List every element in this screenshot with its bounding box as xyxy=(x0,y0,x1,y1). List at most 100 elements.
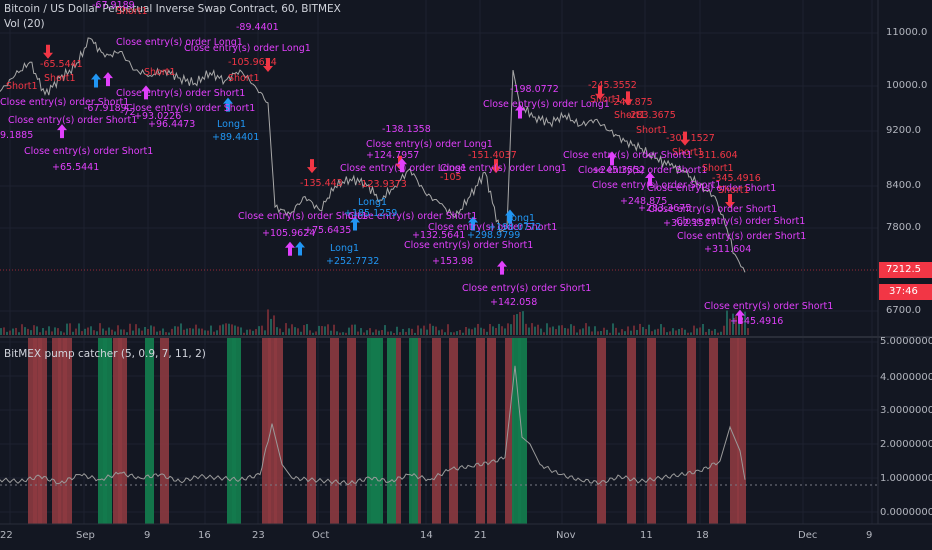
volume-bar xyxy=(258,326,260,335)
volume-bar xyxy=(252,330,254,335)
volume-bar xyxy=(687,332,689,335)
volume-bar xyxy=(306,324,308,335)
time-label: Nov xyxy=(556,530,576,541)
volume-bar xyxy=(702,323,704,335)
volume-bar xyxy=(270,318,272,335)
volume-bar xyxy=(183,329,185,335)
volume-bar xyxy=(591,331,593,335)
volume-bar xyxy=(642,327,644,335)
volume-bar xyxy=(429,323,431,335)
volume-bar xyxy=(330,330,332,335)
time-label: 18 xyxy=(696,530,709,541)
volume-bar xyxy=(588,326,590,335)
trade-annotation: +105.9624 xyxy=(262,228,316,239)
volume-bar xyxy=(495,328,497,335)
volume-bar xyxy=(78,323,80,335)
trade-annotation: Short1 xyxy=(636,125,668,136)
trade-annotation: Short1 xyxy=(590,94,622,105)
red-signal-bar xyxy=(687,337,696,524)
volume-bar xyxy=(552,326,554,335)
volume-bar xyxy=(228,323,230,335)
volume-bar xyxy=(393,332,395,335)
volume-bar xyxy=(312,332,314,335)
volume-bar xyxy=(621,329,623,335)
trade-annotation: +153.98 xyxy=(432,256,474,267)
volume-bar xyxy=(21,324,23,335)
trade-annotation: Close entry(s) order Short1 xyxy=(676,216,806,227)
volume-bar xyxy=(102,328,104,335)
volume-bar xyxy=(150,325,152,335)
red-signal-bar xyxy=(63,337,72,524)
volume-bar xyxy=(462,332,464,335)
volume-bar xyxy=(87,327,89,335)
time-label: 9 xyxy=(144,530,151,541)
volume-bar xyxy=(648,324,650,335)
trade-annotation: +298.9799 xyxy=(467,230,521,241)
volume-bar xyxy=(387,331,389,335)
volume-bar xyxy=(54,327,56,335)
volume-bar xyxy=(471,329,473,335)
volume-bar xyxy=(681,327,683,335)
volume-bar xyxy=(534,326,536,335)
volume-bar xyxy=(612,323,614,335)
green-signal-bar xyxy=(145,337,154,524)
countdown-badge xyxy=(879,284,932,300)
volume-bar xyxy=(39,332,41,335)
trade-annotation: Short1 xyxy=(614,110,646,121)
volume-bar xyxy=(213,331,215,335)
indicator-line xyxy=(0,365,746,486)
volume-bar xyxy=(657,328,659,335)
volume-bar xyxy=(261,325,263,335)
time-label: Dec xyxy=(798,530,818,541)
volume-bar xyxy=(372,332,374,335)
trade-annotation: Short1 xyxy=(144,67,176,78)
volume-bar xyxy=(477,323,479,335)
volume-bar xyxy=(672,328,674,335)
trade-annotation: -105.9624 xyxy=(228,57,277,68)
trade-annotation: -345.4916 xyxy=(712,173,761,184)
short-entry-arrow xyxy=(623,91,633,106)
trade-annotation: -245.3552 xyxy=(588,80,637,91)
trade-annotation: +142.058 xyxy=(490,297,538,308)
volume-bar xyxy=(543,332,545,335)
red-signal-bar xyxy=(432,337,441,524)
volume-bar xyxy=(651,331,653,335)
volume-bar xyxy=(33,325,35,335)
last-price-label: 7212.5 xyxy=(886,264,921,275)
trade-annotation: -283.3675 xyxy=(627,110,676,121)
trade-annotation: +75.6435 xyxy=(304,225,352,236)
volume-bar xyxy=(0,328,2,335)
volume-bar xyxy=(6,331,8,335)
trade-annotation: Long1 xyxy=(506,213,536,224)
volume-bar xyxy=(408,328,410,335)
indicator-legend[interactable]: BitMEX pump catcher (5, 0.9, 7, 11, 2) xyxy=(4,348,206,360)
red-signal-bar xyxy=(52,337,61,524)
green-signal-bar xyxy=(512,337,521,524)
volume-bar xyxy=(432,325,434,335)
volume-bar xyxy=(723,325,725,335)
trade-annotation: -72 xyxy=(120,107,136,118)
volume-bar xyxy=(549,327,551,335)
volume-bar xyxy=(300,331,302,335)
time-label: 14 xyxy=(420,530,433,541)
trade-annotation: Close entry(s) order Long1 xyxy=(184,43,311,54)
volume-bar xyxy=(483,328,485,335)
red-signal-bar xyxy=(709,337,718,524)
volume-bar xyxy=(663,327,665,335)
volume-bar xyxy=(279,328,281,335)
volume-bar xyxy=(243,332,245,335)
volume-bar xyxy=(75,328,77,335)
volume-bar xyxy=(504,328,506,335)
volume-bar xyxy=(708,328,710,335)
volume-bar xyxy=(585,323,587,335)
trade-annotation: +132.5641 xyxy=(412,230,466,241)
volume-legend[interactable]: Vol (20) xyxy=(4,18,45,30)
volume-bar xyxy=(414,332,416,335)
volume-bar xyxy=(108,327,110,335)
green-signal-bar xyxy=(374,337,383,524)
volume-bar xyxy=(645,329,647,335)
volume-bar xyxy=(162,328,164,335)
